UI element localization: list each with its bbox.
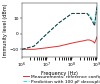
Legend: Measurements: reference configuration, Prediction with 100 pF decoupling, Measur: Measurements: reference configuration, P… xyxy=(23,75,100,84)
X-axis label: Frequency (Hz): Frequency (Hz) xyxy=(41,71,78,76)
Y-axis label: Immunity level (dBm): Immunity level (dBm) xyxy=(3,3,8,57)
